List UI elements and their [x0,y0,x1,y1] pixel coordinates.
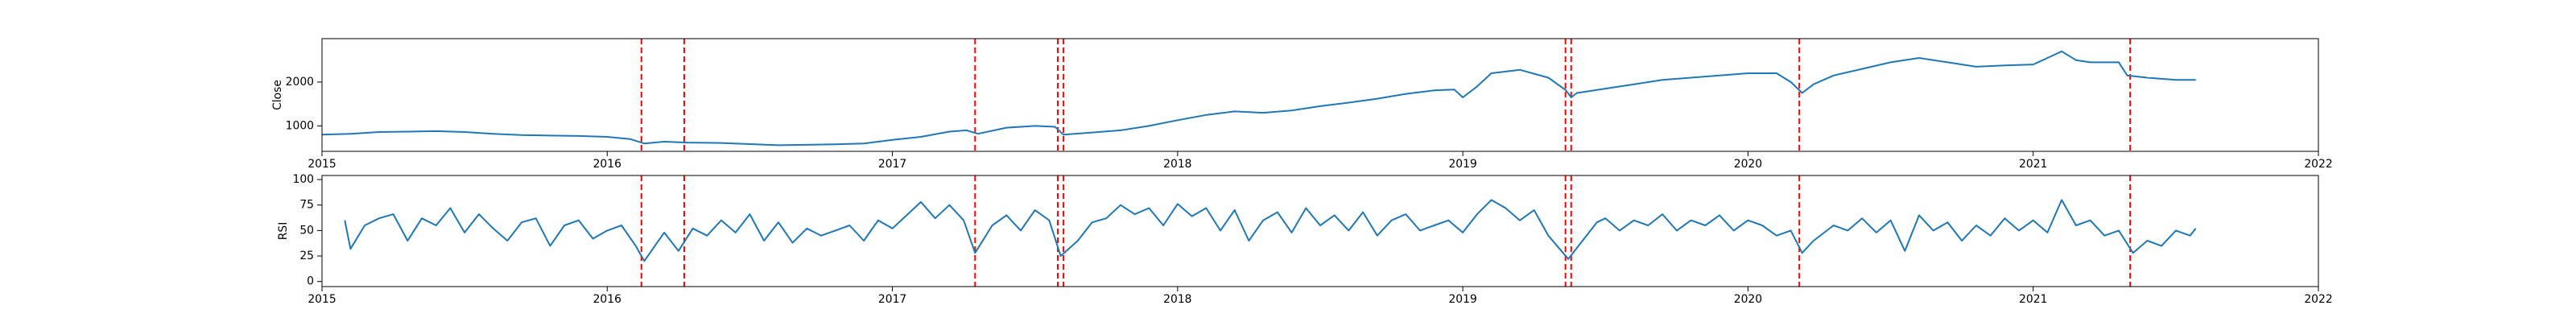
rsi-event-lines [640,175,2132,287]
rsi-x-tick-label: 2015 [308,293,336,306]
rsi-y-tick-label: 0 [307,275,314,288]
rsi-x-tick-label: 2018 [1163,293,1191,306]
rsi-series [344,199,2197,262]
close-x-tick-label: 2020 [1734,158,1762,171]
close-x-tick-label: 2018 [1163,158,1191,171]
close-x-tick-label: 2015 [308,158,336,171]
rsi-x-tick-label: 2021 [2019,293,2047,306]
rsi-y-tick-label: 100 [292,173,314,186]
close-x-tick-label: 2019 [1448,158,1476,171]
close-x-ticks: 2015 2016 2017 2018 2019 2020 2021 2022 [308,151,2333,171]
close-x-tick-label: 2021 [2019,158,2047,171]
close-series [321,50,2196,147]
close-y-ticks: 1000 2000 [286,76,322,132]
close-axes-frame [321,38,2319,152]
rsi-x-tick-label: 2022 [2304,293,2332,306]
rsi-x-tick-label: 2020 [1734,293,1762,306]
close-panel: 1000 2000 2015 2016 2017 2018 2019 2020 2021 202… [271,38,2333,171]
close-line [321,50,2196,147]
close-y-tick-label: 1000 [286,119,314,132]
close-x-tick-label: 2016 [593,158,621,171]
close-x-tick-label: 2017 [878,158,906,171]
close-y-tick-label: 2000 [286,76,314,89]
rsi-y-tick-label: 50 [299,224,314,237]
close-ylabel: Close [271,80,284,110]
rsi-y-tick-label: 75 [299,199,314,212]
rsi-x-tick-label: 2019 [1448,293,1476,306]
rsi-x-ticks: 2015 2016 2017 2018 2019 2020 2021 2022 [308,287,2333,306]
close-event-lines [640,39,2132,151]
rsi-line [344,199,2197,262]
rsi-ylabel: RSI [277,222,290,241]
rsi-y-tick-label: 25 [299,250,314,262]
close-x-tick-label: 2022 [2304,158,2332,171]
rsi-axes-frame [321,175,2319,287]
rsi-x-tick-label: 2016 [593,293,621,306]
rsi-x-tick-label: 2017 [878,293,906,306]
rsi-y-ticks: 0 25 50 75 100 [292,173,322,288]
